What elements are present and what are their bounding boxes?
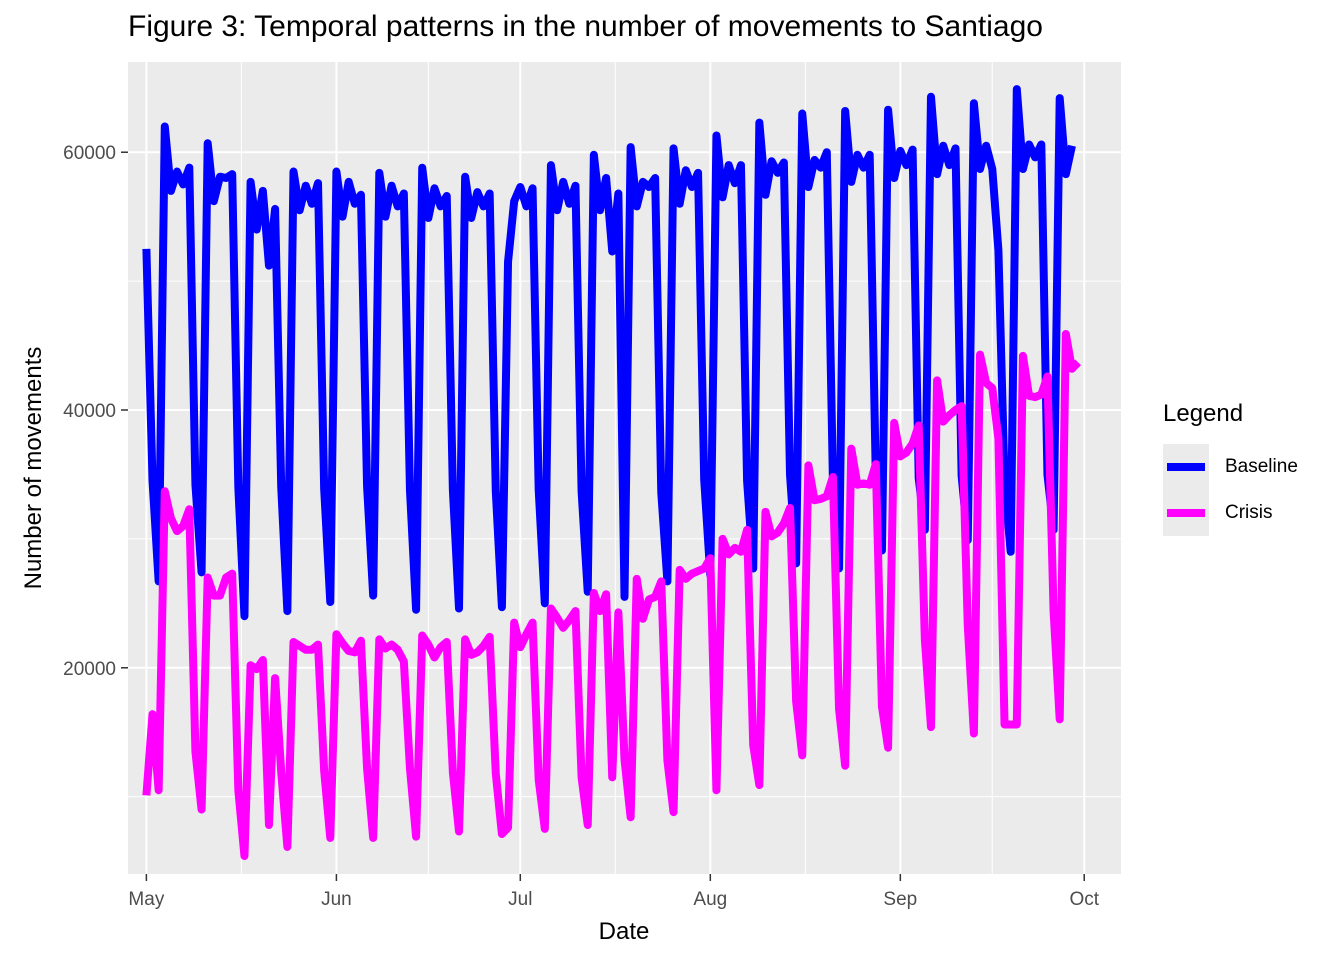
legend-key-crisis bbox=[1163, 490, 1209, 536]
y-tick-label: 40000 bbox=[63, 401, 116, 422]
legend-label-crisis: Crisis bbox=[1225, 502, 1273, 523]
legend: Legend Baseline Crisis bbox=[1163, 400, 1298, 536]
x-tick-label: Jul bbox=[508, 889, 532, 910]
x-tick-label: May bbox=[128, 889, 164, 910]
y-tick-label: 20000 bbox=[63, 659, 116, 680]
x-tick-labels: May Jun Jul Aug Sep Oct bbox=[128, 889, 1099, 910]
legend-title: Legend bbox=[1163, 400, 1244, 427]
legend-item-crisis: Crisis bbox=[1163, 490, 1298, 536]
x-tick-label: Oct bbox=[1069, 889, 1099, 910]
series-line-crisis bbox=[142, 329, 1081, 860]
y-tick-labels: 20000 40000 60000 bbox=[63, 143, 116, 680]
axis-ticks bbox=[121, 151, 1085, 881]
x-axis-title: Date bbox=[599, 918, 650, 945]
x-tick-label: Sep bbox=[883, 889, 917, 910]
y-tick-label: 60000 bbox=[63, 143, 116, 164]
legend-label-baseline: Baseline bbox=[1225, 456, 1298, 477]
y-axis-title: Number of movements bbox=[20, 347, 47, 590]
series-layer bbox=[142, 85, 1081, 860]
legend-key-baseline bbox=[1163, 444, 1209, 490]
x-tick-label: Aug bbox=[693, 889, 727, 910]
legend-item-baseline: Baseline bbox=[1163, 444, 1298, 490]
chart-title: Figure 3: Temporal patterns in the numbe… bbox=[128, 10, 1043, 43]
x-tick-label: Jun bbox=[321, 889, 352, 910]
